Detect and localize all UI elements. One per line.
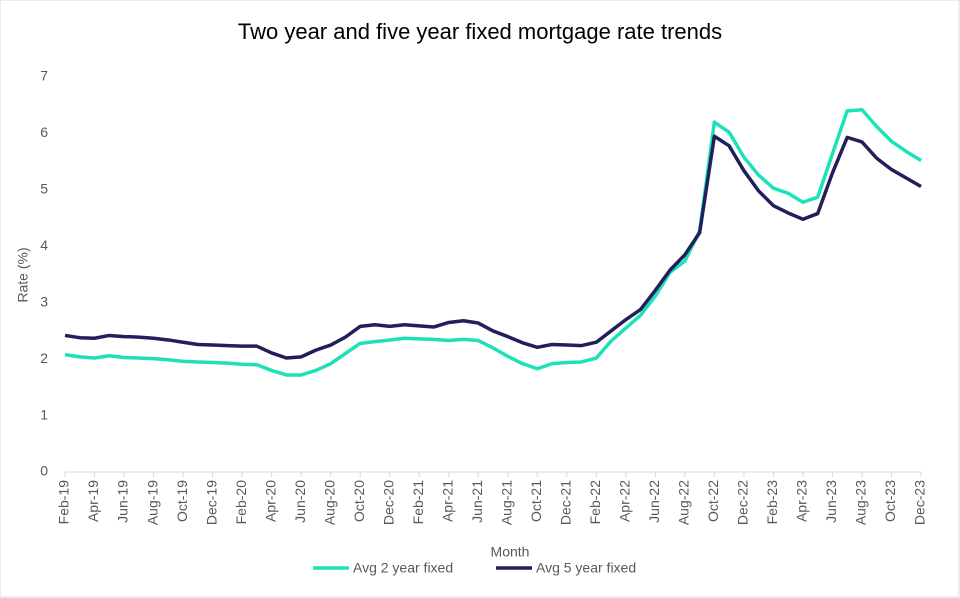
x-tick-label: Oct-22 xyxy=(705,480,721,522)
x-tick-label: Dec-21 xyxy=(557,480,573,525)
x-tick-label: Oct-23 xyxy=(882,480,898,522)
x-axis-title: Month xyxy=(491,544,530,560)
x-tick-label: Feb-23 xyxy=(764,480,780,525)
x-tick-label: Dec-19 xyxy=(203,480,219,525)
x-tick-label: Apr-19 xyxy=(85,480,101,522)
x-tick-label: Oct-19 xyxy=(174,480,190,522)
legend-label: Avg 2 year fixed xyxy=(353,560,453,576)
chart-title: Two year and five year fixed mortgage ra… xyxy=(238,19,722,44)
x-tick-label: Jun-20 xyxy=(292,480,308,523)
x-tick-label: Apr-20 xyxy=(262,480,278,522)
x-tick-label: Oct-20 xyxy=(351,480,367,522)
x-tick-label: Aug-20 xyxy=(321,480,337,525)
x-tick-label: Feb-21 xyxy=(410,480,426,525)
x-tick-label: Dec-23 xyxy=(912,480,928,525)
x-tick-label: Dec-22 xyxy=(735,480,751,525)
x-tick-label: Feb-22 xyxy=(587,480,603,525)
y-tick-label: 6 xyxy=(40,124,48,140)
series-line xyxy=(64,134,922,360)
y-tick-label: 0 xyxy=(40,463,48,479)
x-tick-label: Jun-21 xyxy=(469,480,485,523)
x-tick-label: Feb-19 xyxy=(56,480,72,525)
x-tick-label: Oct-21 xyxy=(528,480,544,522)
x-tick-label: Aug-19 xyxy=(144,480,160,525)
x-tick-label: Jun-22 xyxy=(646,480,662,523)
x-tick-label: Aug-22 xyxy=(676,480,692,525)
y-tick-label: 4 xyxy=(40,237,48,253)
x-tick-label: Jun-23 xyxy=(823,480,839,523)
x-tick-label: Feb-20 xyxy=(233,480,249,525)
y-tick-label: 3 xyxy=(40,293,48,309)
x-tick-label: Aug-23 xyxy=(853,480,869,525)
x-tick-label: Dec-20 xyxy=(380,480,396,525)
x-tick-label: Aug-21 xyxy=(498,480,514,525)
legend-label: Avg 5 year fixed xyxy=(536,560,636,576)
y-tick-label: 1 xyxy=(40,406,48,422)
y-tick-label: 2 xyxy=(40,350,48,366)
y-tick-label: 7 xyxy=(40,68,48,84)
x-tick-label: Apr-23 xyxy=(794,480,810,522)
x-tick-label: Apr-22 xyxy=(617,480,633,522)
y-tick-label: 5 xyxy=(40,181,48,197)
x-tick-label: Apr-21 xyxy=(439,480,455,522)
y-axis-title: Rate (%) xyxy=(15,247,31,302)
x-tick-label: Jun-19 xyxy=(115,480,131,523)
series-line xyxy=(64,107,922,377)
